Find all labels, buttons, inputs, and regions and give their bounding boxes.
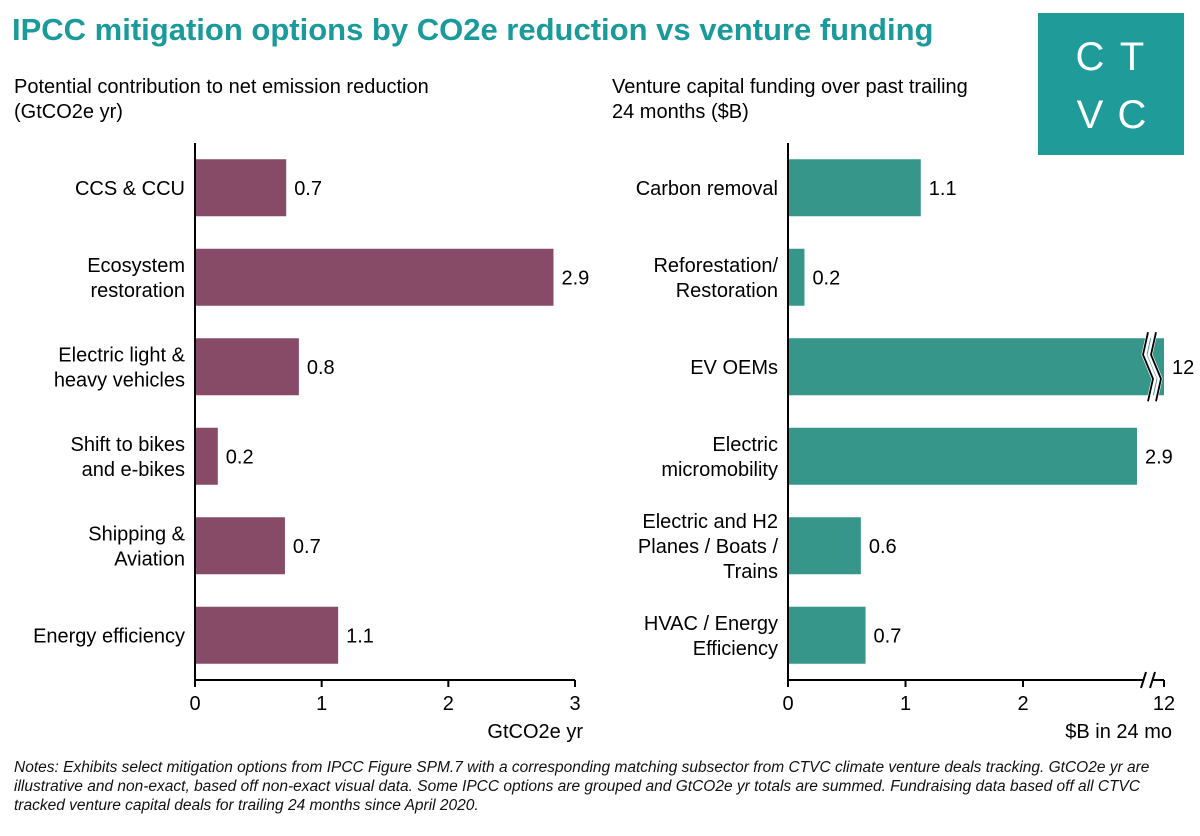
left-category-label: Aviation <box>114 548 185 570</box>
right-bar-break-gap <box>1141 331 1163 402</box>
left-value-label: 0.7 <box>294 178 322 200</box>
left-value-label: 1.1 <box>346 625 374 647</box>
left-bar <box>196 427 218 485</box>
left-category-label: Ecosystem <box>87 255 185 277</box>
right-axis-break-mark <box>1140 671 1147 689</box>
ctvc-logo: C T V C <box>1038 13 1184 155</box>
left-bar <box>196 159 287 217</box>
right-value-label: 12 <box>1172 357 1194 379</box>
right-bar-break-mark <box>1150 332 1162 402</box>
right-chart-title: Venture capital funding over past traili… <box>612 76 968 123</box>
right-category-label: Trains <box>723 561 778 583</box>
left-x-tick-label: 1 <box>316 693 327 715</box>
right-value-label: 0.2 <box>812 267 840 289</box>
left-value-label: 2.9 <box>561 267 589 289</box>
page-title: IPCC mitigation options by CO2e reductio… <box>12 12 934 47</box>
right-bar <box>789 248 805 306</box>
right-x-tick-label: 1 <box>900 693 911 715</box>
left-value-label: 0.7 <box>293 536 321 558</box>
right-category-label: Electric <box>712 434 778 456</box>
left-category-label: heavy vehicles <box>54 369 185 391</box>
right-category-label: Electric and H2 <box>642 511 778 533</box>
left-value-label: 0.2 <box>226 446 254 468</box>
left-category-label: Electric light & <box>58 344 185 366</box>
right-category-label: Restoration <box>676 280 778 302</box>
left-category-label: CCS & CCU <box>75 178 185 200</box>
right-category-label: EV OEMs <box>690 357 778 379</box>
right-category-label: Planes / Boats / <box>638 536 779 558</box>
left-chart-title: Potential contribution to net emission r… <box>14 76 429 123</box>
logo-letter-v: V <box>1076 93 1104 137</box>
right-x-tick-label: 12 <box>1153 693 1175 715</box>
left-bar <box>196 606 339 664</box>
left-x-axis-label: GtCO2e yr <box>487 721 583 743</box>
left-bar <box>196 338 299 396</box>
right-x-tick-label: 2 <box>1017 693 1028 715</box>
left-category-label: Shift to bikes <box>70 434 185 456</box>
right-value-label: 0.7 <box>874 625 902 647</box>
right-category-label: HVAC / Energy <box>644 613 778 635</box>
left-bar <box>196 248 554 306</box>
left-category-label: Shipping & <box>88 523 185 545</box>
right-category-label: Carbon removal <box>636 178 778 200</box>
right-bar <box>789 427 1137 485</box>
right-category-label: Efficiency <box>693 638 778 660</box>
logo-letter-c2: C <box>1117 93 1147 137</box>
left-category-label: and e-bikes <box>82 459 185 481</box>
right-bar <box>789 159 921 217</box>
left-bar <box>196 517 285 575</box>
right-x-axis-label: $B in 24 mo <box>1065 721 1172 743</box>
right-axis-break-mark <box>1149 671 1156 689</box>
left-category-label: restoration <box>91 280 186 302</box>
right-category-label: micromobility <box>661 459 778 481</box>
right-bar <box>789 606 866 664</box>
right-value-label: 0.6 <box>869 536 897 558</box>
footnotes: Notes: Exhibits select mitigation option… <box>14 759 1150 814</box>
left-x-tick-label: 0 <box>189 693 200 715</box>
right-bar-break-mark <box>1142 332 1154 402</box>
right-x-tick-label: 0 <box>782 693 793 715</box>
right-axis-break-gap <box>1143 672 1153 688</box>
right-category-label: Reforestation/ <box>653 255 778 277</box>
logo-letter-c1: C <box>1075 35 1105 79</box>
right-bar <box>789 517 861 575</box>
left-x-tick-label: 2 <box>443 693 454 715</box>
right-bar <box>789 338 1164 396</box>
left-category-label: Energy efficiency <box>33 625 185 647</box>
left-x-tick-label: 3 <box>569 693 580 715</box>
left-value-label: 0.8 <box>307 357 335 379</box>
logo-letter-t: T <box>1119 35 1145 79</box>
right-value-label: 2.9 <box>1145 446 1173 468</box>
right-value-label: 1.1 <box>929 178 957 200</box>
